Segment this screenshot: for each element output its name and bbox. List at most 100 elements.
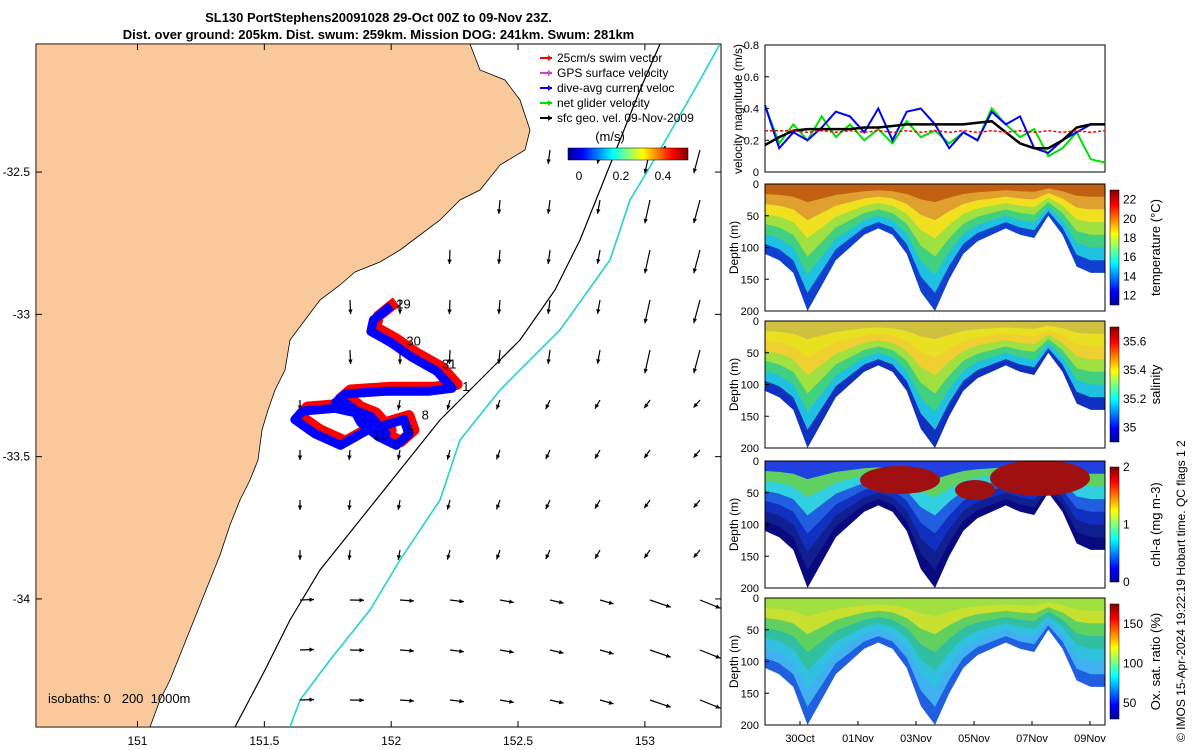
current-arrow-head (596, 208, 601, 214)
current-arrow-head (446, 554, 451, 560)
map-x-tick-label: 151.5 (249, 734, 279, 748)
day-label: 31 (442, 356, 456, 371)
current-arrow-head (397, 309, 403, 314)
current-arrow-head (608, 700, 614, 705)
map-x-tick-label: 153 (635, 734, 655, 748)
current-arrow-head (396, 405, 402, 410)
current-arrow-head (496, 404, 501, 410)
colorbar-tick-2: 0.4 (655, 169, 672, 183)
current-arrow-head (596, 308, 601, 314)
section-colorbar (1109, 603, 1120, 720)
depth-tick-label: 100 (741, 243, 759, 255)
current-arrow-head (309, 697, 314, 702)
current-arrow-head (545, 554, 550, 560)
colorbar-tick-label: 150 (1123, 617, 1143, 631)
current-arrow-head (446, 404, 451, 410)
current-arrow-head (397, 359, 403, 364)
current-arrow-head (644, 403, 649, 409)
depth-tick-label: 0 (753, 456, 759, 468)
current-arrow-head (665, 653, 671, 658)
depth-tick-label: 150 (741, 274, 759, 286)
current-arrow-head (546, 159, 551, 164)
current-arrow-head (297, 505, 303, 510)
time-tick-label: 09Nov (1074, 733, 1106, 745)
current-arrow-head (508, 649, 514, 654)
current-arrow-head (595, 453, 600, 459)
colorbar-tick-label: 35.2 (1123, 392, 1147, 406)
day-label: 1 (462, 379, 469, 394)
colorbar-tick-1: 0.2 (613, 169, 630, 183)
current-arrow-head (447, 309, 452, 314)
velocity-tick-label: 0.2 (744, 135, 759, 147)
current-arrow-head (459, 648, 464, 654)
depth-axis-label: Depth (m) (727, 635, 741, 688)
current-arrow-head (665, 703, 671, 708)
time-tick-label: 30Oct (785, 733, 814, 745)
current-arrow-head (715, 704, 721, 709)
current-arrow-head (309, 647, 314, 652)
depth-tick-label: 50 (747, 488, 759, 500)
current-arrow-head (692, 268, 698, 274)
colorbar-tick-label: 12 (1123, 288, 1137, 302)
current-arrow-head (644, 553, 649, 559)
current-arrow-head (693, 502, 699, 508)
time-tick-label: 05Nov (958, 733, 990, 745)
map-y-tick-label: -32.5 (3, 165, 31, 179)
colorbar-tick-label: 0 (1123, 575, 1130, 589)
current-arrow-head (558, 600, 564, 605)
current-arrow-head (546, 359, 551, 364)
title-line-1: SL130 PortStephens20091028 29-Oct 00Z to… (205, 10, 552, 25)
current-arrow-head (715, 604, 721, 609)
chl-maximum-patch (860, 466, 940, 494)
current-arrow-head (546, 259, 551, 264)
section-variable-label: chl-a (mg m-3) (1148, 482, 1163, 567)
day-label: 5 (406, 422, 413, 437)
current-arrow-head (447, 359, 452, 364)
depth-tick-label: 150 (741, 688, 759, 700)
current-arrow-head (665, 603, 671, 608)
day-label: 30 (406, 334, 420, 349)
colorbar-tick-label: 20 (1123, 212, 1137, 226)
velocity-tick-label: 0.4 (744, 104, 759, 116)
colorbar-scale (567, 147, 689, 161)
current-arrow-head (359, 597, 364, 603)
legend-label: net glider velocity (557, 96, 650, 110)
depth-tick-label: 200 (741, 583, 759, 595)
chl-maximum-patch (955, 480, 995, 500)
map-x-tick-label: 152.5 (503, 734, 533, 748)
current-arrow-head (396, 555, 402, 560)
time-axis-ticks: 30Oct 01Nov 03Nov 05Nov 07Nov 09Nov (785, 721, 1106, 745)
current-arrow-head (596, 358, 601, 364)
current-arrow-head (297, 555, 303, 560)
section-band (765, 184, 1105, 203)
legend-label: sfc geo. vel. 09-Nov-2009 (557, 111, 694, 125)
depth-tick-label: 50 (747, 625, 759, 637)
colorbar-tick-label: 18 (1123, 231, 1137, 245)
current-arrow-head (692, 318, 698, 324)
current-arrow-head (497, 259, 502, 264)
current-arrow-head (409, 648, 414, 653)
glider-track (290, 297, 463, 450)
colorbar-tick-label: 35.6 (1123, 334, 1147, 348)
colorbar-tick-label: 50 (1123, 696, 1137, 710)
current-arrow-head (496, 554, 501, 560)
map-y-tick-label: -33 (13, 307, 31, 321)
current-arrow-head (596, 258, 601, 264)
colorbar-tick-label: 2 (1123, 460, 1130, 474)
velocity-tick-label: 0.8 (744, 40, 759, 52)
current-arrow-head (644, 503, 649, 509)
section-panel: 0 50 100 150 200 Depth (m) 0 1 2 chl-a (mg m-3) (727, 456, 1163, 595)
day-label: 11 (373, 428, 387, 443)
depth-axis-label: Depth (m) (727, 221, 741, 274)
depth-tick-label: 150 (741, 411, 759, 423)
current-arrow-head (558, 700, 564, 705)
current-arrow-head (446, 454, 451, 460)
current-arrow-head (297, 455, 303, 460)
legend-label: GPS surface velocity (557, 66, 668, 80)
current-arrow-head (595, 553, 600, 559)
current-arrow-head (348, 359, 353, 364)
depth-tick-label: 50 (747, 211, 759, 223)
current-arrow-head (496, 504, 501, 510)
depth-tick-label: 50 (747, 348, 759, 360)
